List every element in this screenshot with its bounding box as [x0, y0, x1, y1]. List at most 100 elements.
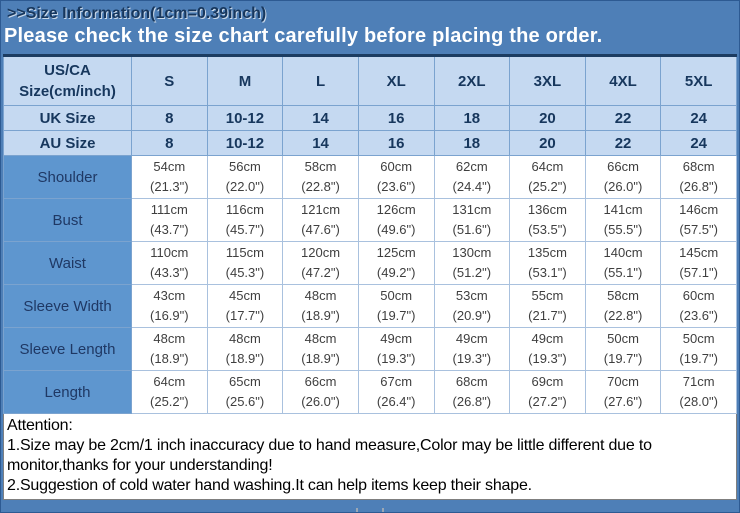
measurement-cell: 67cm (26.4") [357, 370, 435, 414]
measurement-cell: 50cm (19.7") [357, 284, 435, 328]
attention-notes: Attention: 1.Size may be 2cm/1 inch inac… [3, 414, 737, 500]
measurement-cell: 145cm (57.1") [660, 241, 737, 285]
measurement-cell: 64cm (25.2") [131, 370, 208, 414]
measurement-cell: 130cm (51.2") [433, 241, 511, 285]
size-chart-warning-banner: Please check the size chart carefully be… [4, 25, 603, 47]
measurement-cell: 55cm (21.7") [509, 284, 586, 328]
measurement-cell: 48cm (18.9") [206, 327, 284, 371]
measurement-cell: 116cm (45.7") [206, 198, 284, 242]
attention-item: 2.Suggestion of cold water hand washing.… [7, 477, 532, 494]
length-row: Length 64cm (25.2") 65cm (25.6") 66cm (2… [3, 370, 737, 414]
size-column-header: S [131, 55, 208, 106]
sleeve-width-row: Sleeve Width 43cm (16.9") 45cm (17.7") 4… [3, 284, 737, 328]
measurement-cell: 60cm (23.6") [357, 155, 435, 199]
measurement-cell: 58cm (22.8") [584, 284, 662, 328]
measurement-cell: 49cm (19.3") [357, 327, 435, 371]
measurement-cell: 64cm (25.2") [509, 155, 586, 199]
measurement-cell: 131cm (51.6") [433, 198, 511, 242]
size-value-cell: 18 [433, 130, 511, 156]
bust-row: Bust 111cm (43.7") 116cm (45.7") 121cm (… [3, 198, 737, 242]
size-value-cell: 22 [584, 105, 662, 131]
size-value-cell: 10-12 [206, 130, 284, 156]
size-column-header: 4XL [584, 55, 662, 106]
row-label: Length [3, 370, 132, 414]
size-column-header: 2XL [433, 55, 511, 106]
size-value-cell: 8 [131, 105, 208, 131]
measurement-cell: 120cm (47.2") [282, 241, 359, 285]
row-label: Sleeve Width [3, 284, 132, 328]
measurement-cell: 62cm (24.4") [433, 155, 511, 199]
shoulder-row: Shoulder 54cm (21.3") 56cm (22.0") 58cm … [3, 155, 737, 199]
measurement-cell: 125cm (49.2") [357, 241, 435, 285]
measurement-cell: 49cm (19.3") [509, 327, 586, 371]
waist-row: Waist 110cm (43.3") 115cm (45.3") 120cm … [3, 241, 737, 285]
measurement-cell: 121cm (47.6") [282, 198, 359, 242]
measurement-cell: 54cm (21.3") [131, 155, 208, 199]
table-header-row: US/CA Size(cm/inch) S M L XL 2XL 3XL 4XL… [3, 55, 737, 106]
measurement-cell: 115cm (45.3") [206, 241, 284, 285]
row-label: Bust [3, 198, 132, 242]
size-value-cell: 16 [357, 105, 435, 131]
size-column-header: 3XL [509, 55, 586, 106]
measurement-cell: 70cm (27.6") [584, 370, 662, 414]
size-value-cell: 10-12 [206, 105, 284, 131]
size-column-header: M [206, 55, 284, 106]
size-value-cell: 18 [433, 105, 511, 131]
measurement-cell: 50cm (19.7") [660, 327, 737, 371]
measurement-cell: 68cm (26.8") [660, 155, 737, 199]
measurement-cell: 56cm (22.0") [206, 155, 284, 199]
measurement-cell: 66cm (26.0") [282, 370, 359, 414]
measurement-cell: 49cm (19.3") [433, 327, 511, 371]
row-label: AU Size [3, 130, 132, 156]
corner-header-cell: US/CA Size(cm/inch) [3, 55, 132, 106]
measurement-cell: 65cm (25.6") [206, 370, 284, 414]
measurement-cell: 71cm (28.0") [660, 370, 737, 414]
uk-size-row: UK Size 8 10-12 14 16 18 20 22 24 [3, 105, 737, 131]
measurement-cell: 135cm (53.1") [509, 241, 586, 285]
measurement-cell: 146cm (57.5") [660, 198, 737, 242]
measurement-cell: 53cm (20.9") [433, 284, 511, 328]
scroll-tick [382, 508, 384, 512]
size-column-header: 5XL [660, 55, 737, 106]
row-label: UK Size [3, 105, 132, 131]
measurement-cell: 45cm (17.7") [206, 284, 284, 328]
measurement-cell: 50cm (19.7") [584, 327, 662, 371]
size-value-cell: 8 [131, 130, 208, 156]
measurement-cell: 141cm (55.5") [584, 198, 662, 242]
sleeve-length-row: Sleeve Length 48cm (18.9") 48cm (18.9") … [3, 327, 737, 371]
measurement-cell: 126cm (49.6") [357, 198, 435, 242]
scroll-tick [356, 508, 358, 512]
measurement-cell: 66cm (26.0") [584, 155, 662, 199]
attention-heading: Attention: [7, 417, 73, 434]
bottom-border-strip [1, 508, 739, 512]
row-label: Sleeve Length [3, 327, 132, 371]
size-column-header: XL [357, 55, 435, 106]
size-value-cell: 20 [509, 105, 586, 131]
measurement-cell: 60cm (23.6") [660, 284, 737, 328]
au-size-row: AU Size 8 10-12 14 16 18 20 22 24 [3, 130, 737, 156]
size-value-cell: 14 [282, 130, 359, 156]
measurement-cell: 58cm (22.8") [282, 155, 359, 199]
measurement-cell: 48cm (18.9") [282, 327, 359, 371]
size-value-cell: 24 [660, 105, 737, 131]
size-value-cell: 22 [584, 130, 662, 156]
size-information-title: >>Size Information(1cm=0.39inch) [7, 5, 267, 22]
size-value-cell: 14 [282, 105, 359, 131]
size-chart-table: US/CA Size(cm/inch) S M L XL 2XL 3XL 4XL… [3, 54, 737, 414]
measurement-cell: 43cm (16.9") [131, 284, 208, 328]
size-value-cell: 16 [357, 130, 435, 156]
measurement-cell: 136cm (53.5") [509, 198, 586, 242]
measurement-cell: 140cm (55.1") [584, 241, 662, 285]
measurement-cell: 48cm (18.9") [131, 327, 208, 371]
size-column-header: L [282, 55, 359, 106]
measurement-cell: 48cm (18.9") [282, 284, 359, 328]
size-value-cell: 24 [660, 130, 737, 156]
attention-item: 1.Size may be 2cm/1 inch inaccuracy due … [7, 437, 652, 474]
measurement-cell: 68cm (26.8") [433, 370, 511, 414]
measurement-cell: 111cm (43.7") [131, 198, 208, 242]
measurement-cell: 110cm (43.3") [131, 241, 208, 285]
row-label: Waist [3, 241, 132, 285]
row-label: Shoulder [3, 155, 132, 199]
measurement-cell: 69cm (27.2") [509, 370, 586, 414]
